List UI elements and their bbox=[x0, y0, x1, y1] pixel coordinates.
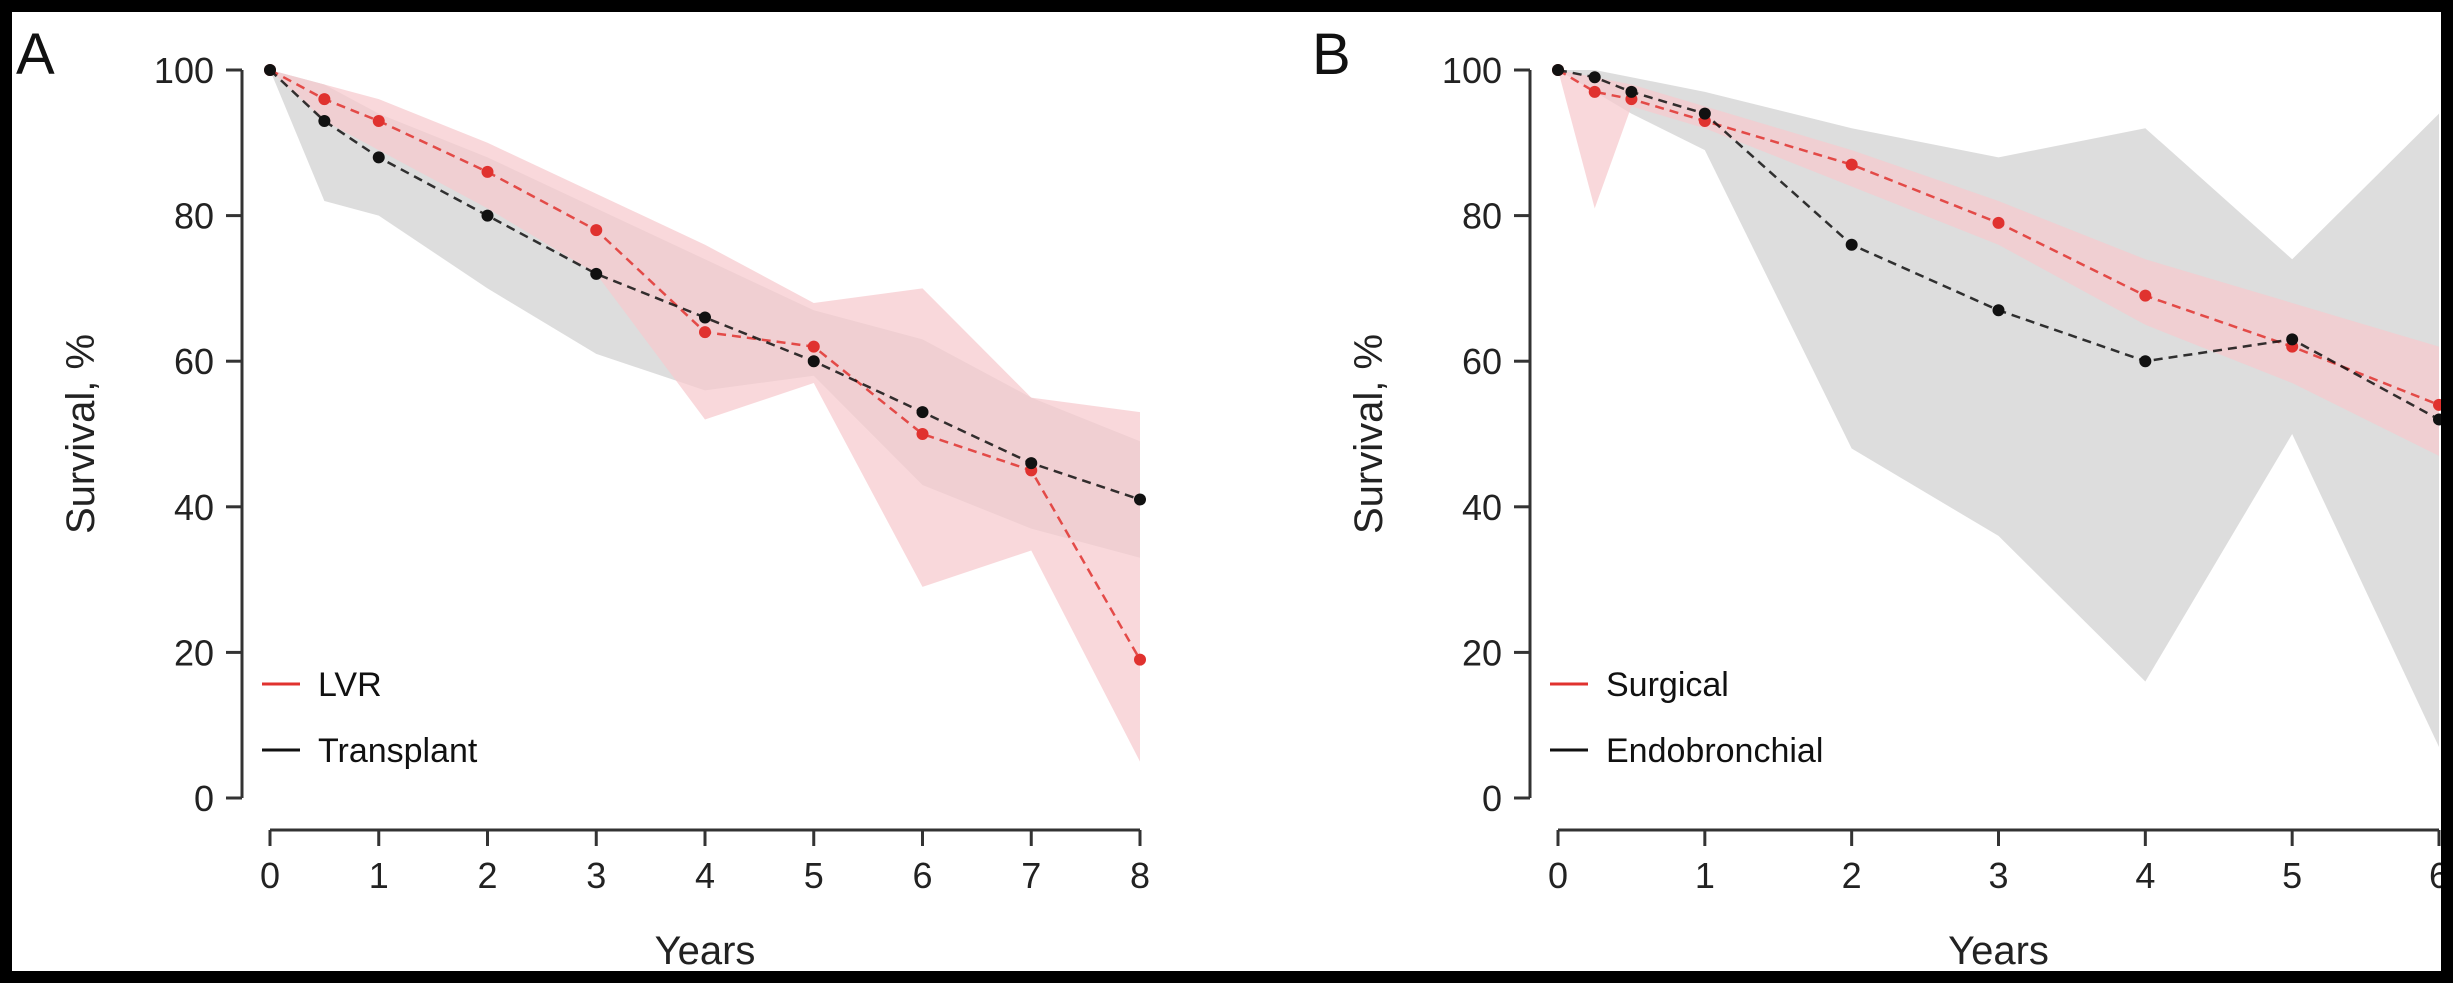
data-point-endobronchial bbox=[1698, 107, 1711, 120]
data-point-lvr bbox=[590, 224, 603, 237]
x-tick-label: 2 bbox=[477, 855, 497, 896]
data-point-endobronchial bbox=[2286, 333, 2299, 346]
y-tick-label: 20 bbox=[174, 632, 214, 673]
y-tick-label: 0 bbox=[194, 778, 214, 819]
y-axis-label: Survival, % bbox=[59, 334, 103, 534]
data-point-transplant bbox=[372, 151, 385, 164]
panel-letter: B bbox=[1312, 22, 1351, 87]
x-tick-label: 1 bbox=[1695, 855, 1715, 896]
y-axis-label: Survival, % bbox=[1347, 334, 1391, 534]
y-tick-label: 80 bbox=[1462, 196, 1502, 237]
data-point-surgical bbox=[2433, 398, 2441, 411]
panel-b: 0 20 40 60 80 100 0 1 2 3 4 5 6 Years Survival, % B Surg… bbox=[1312, 22, 2441, 971]
panel-letter: A bbox=[16, 22, 55, 87]
data-point-endobronchial bbox=[2139, 355, 2152, 368]
y-tick-label: 40 bbox=[1462, 487, 1502, 528]
x-tick-label: 5 bbox=[804, 855, 824, 896]
x-tick-label: 2 bbox=[1842, 855, 1862, 896]
data-point-transplant bbox=[699, 311, 711, 324]
x-tick-label: 1 bbox=[369, 855, 389, 896]
x-tick-label: 8 bbox=[1130, 855, 1150, 896]
y-tick-label: 60 bbox=[1462, 341, 1502, 382]
data-point-transplant bbox=[264, 64, 276, 76]
data-point-transplant bbox=[590, 267, 603, 280]
ci-band-lvr bbox=[270, 70, 1140, 762]
x-tick-label: 0 bbox=[1548, 855, 1568, 896]
data-point-lvr bbox=[807, 340, 820, 353]
legend-label-transplant: Transplant bbox=[318, 732, 478, 770]
y-tick-label: 100 bbox=[154, 50, 214, 91]
series-line-transplant bbox=[269, 69, 1141, 501]
x-axis-label: Years bbox=[655, 929, 756, 971]
x-tick-label: 4 bbox=[2135, 855, 2155, 896]
data-point-endobronchial bbox=[1552, 64, 1564, 76]
legend-label-endobronchial: Endobronchial bbox=[1606, 732, 1823, 770]
data-point-transplant bbox=[1134, 493, 1146, 506]
x-tick-label: 7 bbox=[1021, 855, 1041, 896]
data-point-endobronchial bbox=[1625, 85, 1638, 98]
y-tick-label: 0 bbox=[1482, 778, 1502, 819]
data-point-surgical bbox=[1588, 85, 1601, 98]
data-point-endobronchial bbox=[1992, 304, 2005, 317]
x-axis-label: Years bbox=[1948, 929, 2049, 971]
data-point-transplant bbox=[318, 114, 331, 127]
series-line-lvr bbox=[269, 68, 1142, 661]
series-line-surgical bbox=[1557, 68, 2440, 407]
data-point-lvr bbox=[699, 326, 711, 339]
figure: 0 20 40 60 80 100 0 1 2 3 4 5 6 7 8 Years Survival, % A LV… bbox=[12, 12, 2441, 971]
legend-label-surgical: Surgical bbox=[1606, 666, 1729, 704]
x-tick-label: 0 bbox=[260, 855, 280, 896]
data-point-endobronchial bbox=[2433, 413, 2441, 426]
ci-band-surgical bbox=[1558, 70, 2439, 456]
y-tick-label: 80 bbox=[174, 196, 214, 237]
y-tick-label: 60 bbox=[174, 341, 214, 382]
data-point-transplant bbox=[916, 406, 929, 419]
ci-band-endobronchial bbox=[1558, 70, 2439, 748]
data-point-transplant bbox=[807, 355, 820, 368]
data-point-lvr bbox=[372, 114, 385, 127]
x-tick-label: 6 bbox=[912, 855, 932, 896]
data-point-transplant bbox=[481, 209, 494, 222]
data-point-lvr bbox=[318, 93, 331, 106]
data-point-endobronchial bbox=[1845, 238, 1858, 251]
data-point-surgical bbox=[2139, 289, 2152, 302]
data-point-surgical bbox=[1992, 216, 2005, 229]
y-tick-label: 20 bbox=[1462, 632, 1502, 673]
x-tick-label: 3 bbox=[1988, 855, 2008, 896]
data-point-surgical bbox=[1845, 158, 1858, 171]
y-tick-label: 40 bbox=[174, 487, 214, 528]
x-tick-label: 4 bbox=[695, 855, 715, 896]
data-point-transplant bbox=[1025, 457, 1038, 470]
data-point-lvr bbox=[916, 428, 929, 440]
legend-label-lvr: LVR bbox=[318, 666, 382, 704]
x-tick-label: 3 bbox=[586, 855, 606, 896]
data-point-lvr bbox=[481, 165, 494, 178]
y-tick-label: 100 bbox=[1442, 50, 1502, 91]
data-point-endobronchial bbox=[1588, 71, 1601, 84]
data-point-lvr bbox=[1134, 653, 1146, 666]
panel-a: 0 20 40 60 80 100 0 1 2 3 4 5 6 7 8 Years Survival, % A LV… bbox=[16, 22, 1150, 971]
x-tick-label: 5 bbox=[2282, 855, 2302, 896]
x-tick-label: 6 bbox=[2429, 855, 2441, 896]
